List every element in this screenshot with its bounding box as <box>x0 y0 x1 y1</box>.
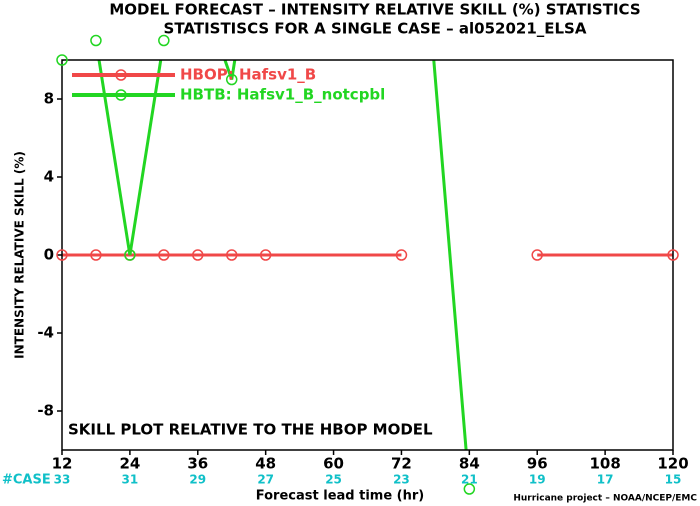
data-point <box>192 249 204 261</box>
x-tick-label: 60 <box>323 455 344 473</box>
x-tick-label: 84 <box>459 455 480 473</box>
data-point <box>463 483 476 495</box>
x-tick-label: 108 <box>589 455 620 473</box>
case-count: 17 <box>597 473 614 487</box>
y-tick-label: -4 <box>37 324 54 342</box>
x-tick-label: 96 <box>527 455 548 473</box>
annotation: SKILL PLOT RELATIVE TO THE HBOP MODEL <box>68 421 433 439</box>
y-axis-label: INTENSITY RELATIVE SKILL (%) <box>13 151 27 359</box>
x-tick-label: 120 <box>657 455 688 473</box>
case-count: 27 <box>257 473 274 487</box>
y-tick-label: 8 <box>44 90 54 108</box>
chart-subtitle: STATISTISCS FOR A SINGLE CASE – al052021… <box>164 20 587 38</box>
case-count: 19 <box>529 473 546 487</box>
x-tick-label: 36 <box>187 455 208 473</box>
x-tick-label: 24 <box>119 455 140 473</box>
case-count: 29 <box>189 473 206 487</box>
case-count: 15 <box>665 473 682 487</box>
data-point <box>158 34 170 47</box>
legend-marker <box>115 69 127 81</box>
legend-label: HBTB: Hafsv1_B_notcpbl <box>180 86 385 104</box>
x-tick-label: 48 <box>255 455 276 473</box>
case-count: 25 <box>325 473 342 487</box>
y-tick-label: 4 <box>44 168 54 186</box>
data-point <box>56 249 68 261</box>
data-point <box>259 249 272 261</box>
legend-marker <box>115 89 127 101</box>
case-count: 33 <box>54 473 71 487</box>
series-line <box>62 60 468 450</box>
case-count: 23 <box>393 473 410 487</box>
data-point <box>124 249 136 261</box>
case-label: #CASE <box>2 473 51 488</box>
x-tick-label: 72 <box>391 455 412 473</box>
y-tick-label: 0 <box>44 246 54 264</box>
data-point <box>395 249 408 261</box>
x-axis-label: Forecast lead time (hr) <box>256 489 424 504</box>
legend-label: HBOP: Hafsv1_B <box>180 66 316 84</box>
data-point <box>225 249 238 261</box>
data-point <box>90 249 102 261</box>
footer: Hurricane project – NOAA/NCEP/EMC <box>513 494 697 504</box>
y-tick-label: -8 <box>37 402 54 420</box>
data-point <box>225 73 238 86</box>
data-point <box>531 249 543 261</box>
chart-title: MODEL FORECAST – INTENSITY RELATIVE SKIL… <box>109 1 640 19</box>
data-point <box>90 34 102 47</box>
data-point <box>56 54 68 66</box>
data-point <box>158 249 170 261</box>
data-point <box>667 249 679 261</box>
case-count: 31 <box>122 473 139 487</box>
case-count: 21 <box>461 473 478 487</box>
x-tick-label: 12 <box>52 455 73 473</box>
